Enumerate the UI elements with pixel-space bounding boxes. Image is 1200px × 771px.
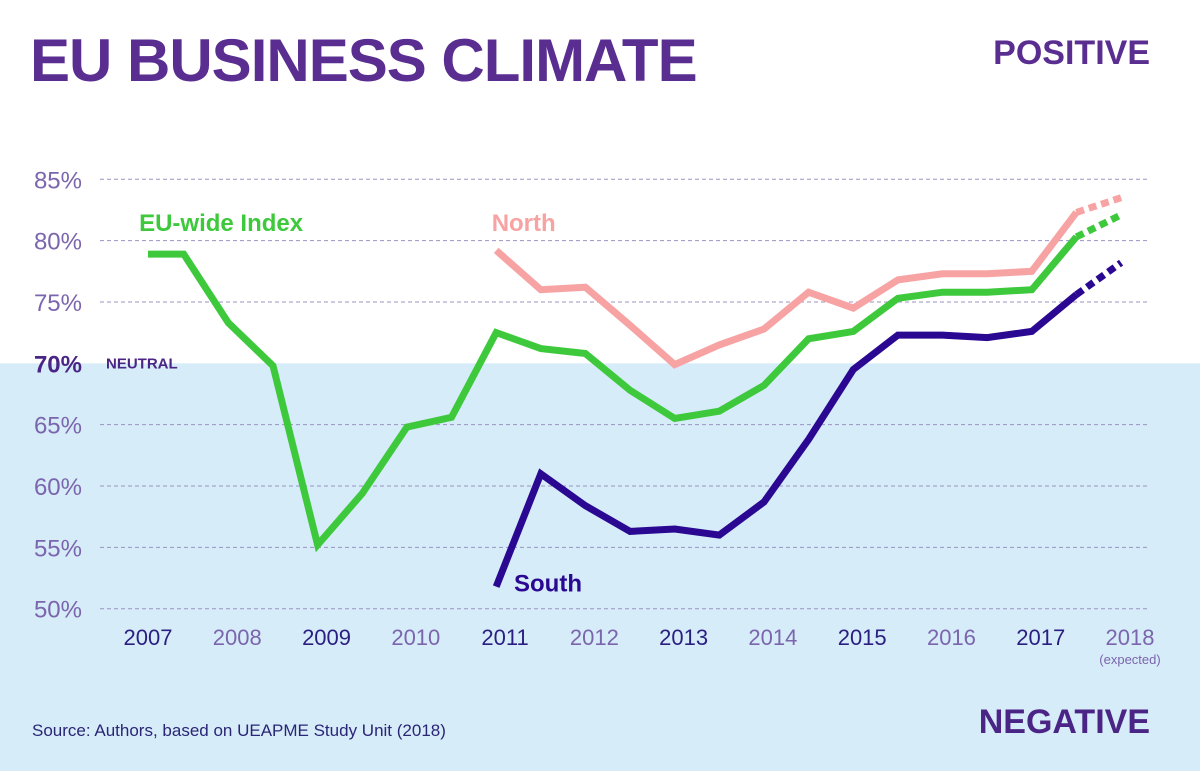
x-tick-label: 2016 — [927, 625, 976, 650]
x-tick-label: 2013 — [659, 625, 708, 650]
x-tick-label: 2011 — [481, 625, 528, 650]
series-line-eu-wide-index — [148, 234, 1080, 553]
series-label-north: North — [492, 210, 556, 237]
y-tick-label: 65% — [34, 413, 82, 440]
y-axis-ticks: 85% 80% 75% 70% 65% 60% 55% 50% — [34, 167, 82, 623]
x-tick-label: 2010 — [391, 625, 440, 650]
series-label-eu-wide-index: EU-wide Index — [139, 210, 304, 237]
x-tick-label: 2012 — [570, 625, 619, 650]
x-tick-note: (expected) — [1099, 652, 1160, 667]
page-title: EU BUSINESS CLIMATE — [30, 27, 698, 94]
positive-label: POSITIVE — [993, 34, 1150, 72]
x-axis-ticks: 2007 2008 2009 2010 2011 2012 2013 2014 2015 2016… — [124, 625, 1161, 667]
series-projection-north — [1075, 194, 1123, 216]
y-tick-label: 60% — [34, 474, 82, 501]
x-tick-label: 2014 — [748, 625, 797, 650]
series-line-north — [493, 210, 1080, 369]
y-tick-label: 85% — [34, 167, 82, 194]
series-projection-eu-wide-index — [1074, 211, 1123, 241]
y-tick-label: 55% — [34, 535, 82, 562]
x-tick-label: 2018 — [1106, 625, 1155, 650]
y-tick-label: 80% — [34, 229, 82, 256]
series-line-south — [492, 291, 1079, 588]
x-tick-label: 2007 — [124, 625, 173, 650]
series-labels: EU-wide Index North South — [139, 210, 582, 598]
source-note: Source: Authors, based on UEAPME Study U… — [32, 721, 446, 740]
negative-label: NEGATIVE — [978, 703, 1150, 741]
series-label-south: South — [514, 571, 582, 598]
x-tick-label: 2009 — [302, 625, 351, 650]
negative-zone — [0, 363, 1200, 771]
y-tick-label: 70% — [34, 351, 82, 378]
x-tick-label: 2017 — [1016, 625, 1065, 650]
neutral-label: NEUTRAL — [106, 355, 178, 372]
gridlines — [100, 178, 1150, 610]
x-tick-label: 2015 — [838, 625, 887, 650]
series-lines — [148, 194, 1124, 588]
series-projection-south — [1074, 259, 1124, 298]
y-tick-label: 50% — [34, 597, 82, 624]
y-tick-label: 75% — [34, 290, 82, 317]
x-tick-label: 2008 — [213, 625, 262, 650]
